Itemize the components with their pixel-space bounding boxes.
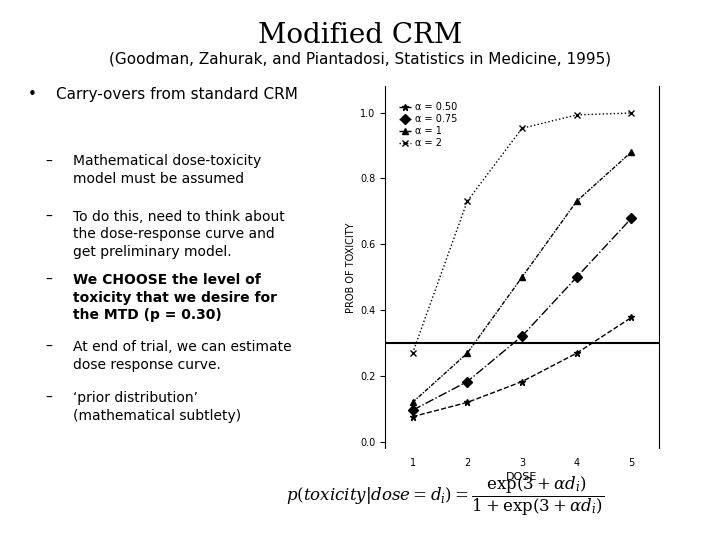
Text: •: • bbox=[28, 87, 37, 103]
α = 0.50 bbox=[572, 350, 581, 356]
α = 1 bbox=[408, 399, 417, 406]
Text: –: – bbox=[45, 210, 53, 224]
Text: ‘prior distribution’
(mathematical subtlety): ‘prior distribution’ (mathematical subtl… bbox=[73, 391, 241, 423]
α = 1 bbox=[518, 274, 526, 280]
α = 2 bbox=[627, 110, 636, 116]
α = 0.75 bbox=[463, 379, 472, 385]
Line: α = 0.75: α = 0.75 bbox=[409, 215, 635, 414]
α = 1 bbox=[572, 198, 581, 205]
Text: Modified CRM: Modified CRM bbox=[258, 22, 462, 49]
α = 1 bbox=[627, 148, 636, 155]
Text: –: – bbox=[45, 340, 53, 354]
α = 0.75 bbox=[572, 274, 581, 280]
α = 2 bbox=[463, 198, 472, 205]
Text: –: – bbox=[45, 273, 53, 287]
α = 0.75 bbox=[518, 333, 526, 339]
α = 0.50 bbox=[518, 379, 526, 385]
Text: –: – bbox=[45, 391, 53, 405]
Text: $p(toxicity|dose = d_i) = \dfrac{\exp(3 + \alpha d_i)}{1 + \exp(3 + \alpha d_i)}: $p(toxicity|dose = d_i) = \dfrac{\exp(3 … bbox=[287, 474, 604, 518]
Text: We CHOOSE the level of
toxicity that we desire for
the MTD (p = 0.30): We CHOOSE the level of toxicity that we … bbox=[73, 273, 277, 322]
α = 2 bbox=[518, 125, 526, 132]
α = 0.75 bbox=[408, 407, 417, 414]
α = 2 bbox=[572, 112, 581, 118]
Legend: α = 0.50, α = 0.75, α = 1, α = 2: α = 0.50, α = 0.75, α = 1, α = 2 bbox=[395, 98, 462, 152]
α = 0.50 bbox=[463, 399, 472, 406]
X-axis label: DOSE: DOSE bbox=[506, 472, 538, 482]
α = 0.75 bbox=[627, 215, 636, 221]
Text: At end of trial, we can estimate
dose response curve.: At end of trial, we can estimate dose re… bbox=[73, 340, 292, 372]
Y-axis label: PROB OF TOXICITY: PROB OF TOXICITY bbox=[346, 222, 356, 313]
α = 2 bbox=[408, 350, 417, 356]
Text: –: – bbox=[45, 154, 53, 168]
α = 1 bbox=[463, 350, 472, 356]
Line: α = 2: α = 2 bbox=[409, 110, 635, 356]
Line: α = 1: α = 1 bbox=[409, 148, 635, 406]
Text: To do this, need to think about
the dose-response curve and
get preliminary mode: To do this, need to think about the dose… bbox=[73, 210, 285, 259]
Text: (Goodman, Zahurak, and Piantadosi, Statistics in Medicine, 1995): (Goodman, Zahurak, and Piantadosi, Stati… bbox=[109, 51, 611, 66]
α = 0.50 bbox=[627, 314, 636, 321]
α = 0.50 bbox=[408, 414, 417, 420]
Line: α = 0.50: α = 0.50 bbox=[409, 314, 635, 420]
Text: Mathematical dose-toxicity
model must be assumed: Mathematical dose-toxicity model must be… bbox=[73, 154, 261, 186]
Text: Carry-overs from standard CRM: Carry-overs from standard CRM bbox=[56, 87, 298, 103]
